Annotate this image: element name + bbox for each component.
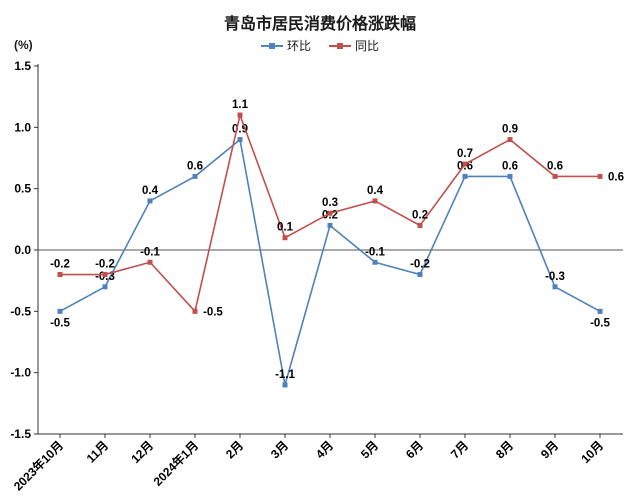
svg-text:0.0: 0.0	[14, 243, 31, 257]
svg-text:12月: 12月	[128, 438, 156, 466]
svg-text:11月: 11月	[84, 438, 111, 465]
svg-text:0.5: 0.5	[14, 182, 31, 196]
legend-item-mom: 环比	[260, 37, 311, 54]
svg-text:10月: 10月	[578, 438, 606, 466]
svg-text:3月: 3月	[268, 438, 291, 461]
svg-text:-0.5: -0.5	[10, 304, 31, 318]
svg-text:-0.2: -0.2	[410, 259, 430, 271]
svg-text:-0.5: -0.5	[590, 317, 610, 329]
svg-text:8月: 8月	[493, 438, 516, 461]
legend-swatch-mom-icon	[260, 42, 283, 49]
svg-text:6月: 6月	[403, 438, 426, 461]
chart-plot: -1.5 -1.0 -0.5 0.0 0.5 1.0 1.5 2023年10月 11月 12月20…	[10, 59, 624, 494]
svg-text:0.2: 0.2	[412, 209, 428, 221]
svg-text:-0.5: -0.5	[203, 306, 223, 318]
svg-text:5月: 5月	[358, 438, 381, 461]
svg-text:0.4: 0.4	[367, 185, 384, 197]
svg-text:0.7: 0.7	[457, 148, 473, 160]
svg-text:0.9: 0.9	[502, 124, 518, 136]
chart-legend: 环比 同比	[0, 37, 640, 54]
svg-text:0.1: 0.1	[277, 222, 294, 234]
svg-text:0.4: 0.4	[142, 185, 159, 197]
svg-text:0.6: 0.6	[187, 160, 203, 172]
legend-label-mom: 环比	[286, 39, 311, 53]
svg-text:1.1: 1.1	[232, 99, 249, 111]
svg-text:-0.1: -0.1	[365, 246, 385, 258]
svg-text:0.6: 0.6	[547, 160, 563, 172]
svg-text:2月: 2月	[223, 438, 246, 461]
svg-text:-1.0: -1.0	[10, 366, 31, 380]
svg-text:-0.1: -0.1	[140, 246, 160, 258]
svg-text:2024年1月: 2024年1月	[150, 438, 201, 489]
svg-text:0.3: 0.3	[322, 197, 338, 209]
legend-swatch-yoy-icon	[329, 42, 351, 49]
svg-text:4月: 4月	[313, 438, 336, 461]
svg-text:-0.2: -0.2	[50, 259, 70, 271]
svg-text:7月: 7月	[448, 438, 471, 461]
svg-text:0.6: 0.6	[502, 160, 518, 172]
legend-label-yoy: 同比	[355, 39, 380, 53]
svg-text:0.6: 0.6	[608, 171, 624, 183]
y-axis-unit-label: (%)	[14, 38, 33, 52]
chart-title: 青岛市居民消费价格涨跌幅	[223, 16, 416, 33]
svg-text:-1.1: -1.1	[275, 369, 295, 381]
svg-text:1.0: 1.0	[14, 120, 31, 134]
svg-text:-0.3: -0.3	[545, 271, 565, 283]
svg-text:-0.2: -0.2	[95, 259, 115, 271]
svg-text:9月: 9月	[538, 438, 561, 461]
svg-text:2023年10月: 2023年10月	[10, 438, 66, 494]
legend-item-yoy: 同比	[329, 37, 379, 54]
svg-text:-1.5: -1.5	[10, 427, 31, 441]
svg-text:-0.5: -0.5	[50, 317, 70, 329]
svg-text:1.5: 1.5	[14, 59, 31, 73]
